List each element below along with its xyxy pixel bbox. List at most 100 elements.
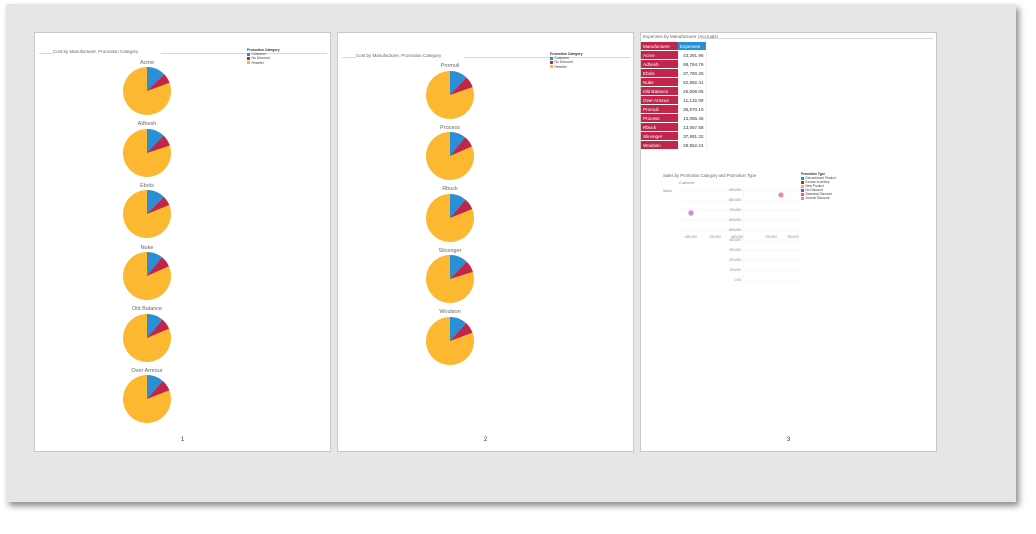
page-number: 2 [483, 437, 488, 443]
pie-slice-no-discount[interactable] [450, 77, 473, 95]
table-row[interactable]: Acme 43,291.96 [641, 50, 707, 60]
page-number: 3 [786, 437, 791, 443]
pie-slice-no-discount[interactable] [450, 137, 472, 156]
pie-slice-customer[interactable] [147, 190, 164, 214]
expenses-cell: 11,132.09 [677, 95, 707, 105]
data-point[interactable] [778, 192, 784, 198]
pie-slice-customer[interactable] [147, 129, 164, 153]
legend-item: No Discount [247, 56, 280, 60]
table-row[interactable]: Rbuck 13,057.58 [641, 122, 707, 132]
manufacturer-cell: Rbuck [641, 122, 678, 132]
legend-label: Customer [251, 52, 267, 57]
table-row[interactable]: Old Balance 25,509.06 [641, 86, 707, 96]
pie-chart[interactable] [426, 132, 474, 180]
title-rule [342, 57, 356, 58]
pie-slice-customer[interactable] [147, 67, 165, 91]
legend-swatch [801, 188, 804, 192]
pie-chart[interactable] [123, 190, 171, 238]
y-tick-label: 0.00 [735, 278, 742, 282]
pie-chart[interactable] [426, 71, 474, 119]
pie-chart[interactable] [123, 67, 171, 115]
scatter-title: Sales by Promotion Category and Promotio… [663, 173, 757, 178]
y-axis-ticks: 900,000 800,000 700,000 600,000 500,000 … [729, 188, 741, 282]
y-tick-label: 200,000 [729, 258, 741, 262]
pie-slice-customer[interactable] [450, 132, 466, 156]
column-header-expenses[interactable]: Expenses [678, 42, 706, 51]
y-tick-label: 500,000 [729, 228, 741, 232]
pie-slice-customer[interactable] [450, 255, 467, 279]
legend-label: Reseller [251, 60, 264, 65]
visual-title: Cost by Manufacturer, Promotion Category [53, 49, 139, 54]
print-preview-canvas: Cost by Manufacturer, Promotion Category… [6, 4, 1016, 502]
expenses-cell: 29,552.24 [677, 140, 707, 150]
pie-slice-no-discount[interactable] [147, 197, 170, 214]
pie-slice-customer[interactable] [147, 252, 162, 276]
pie-chart[interactable] [426, 255, 474, 303]
y-tick-label: 900,000 [729, 188, 741, 192]
legend-label: No Discount [251, 56, 270, 61]
column-header-manufacturer[interactable]: Manufacturer [641, 42, 678, 51]
report-page-2[interactable]: Cost by Manufacturer, Promotion Category… [337, 32, 634, 452]
pie-label: Slicenger [438, 248, 462, 254]
pie-chart[interactable] [123, 129, 171, 177]
pie-slice-customer[interactable] [147, 375, 163, 399]
x-axis-ticks: 650,000 700,000 650,000 700,000 750,000 [685, 235, 799, 239]
table-row[interactable]: Promuli 36,570.10 [641, 104, 707, 114]
report-page-1[interactable]: Cost by Manufacturer, Promotion Category… [34, 32, 331, 452]
table-row[interactable]: Slicenger 37,891.32 [641, 131, 707, 141]
pie-chart[interactable] [426, 317, 474, 365]
pie-label: Woulson [439, 309, 461, 315]
pie-slice-no-discount[interactable] [147, 381, 170, 399]
pie-chart[interactable] [426, 194, 474, 242]
pie-chart[interactable] [123, 314, 171, 362]
legend-item: Reseller [247, 61, 280, 65]
pie-label: Old Balance [132, 306, 162, 312]
table-row[interactable]: Process 13,055.46 [641, 113, 707, 123]
table-row[interactable]: Ebols 37,780.26 [641, 68, 707, 78]
legend-swatch [801, 180, 804, 184]
legend-label: No Discount [554, 60, 573, 65]
legend-swatch [247, 52, 250, 56]
legend-item: Customer [247, 52, 280, 56]
legend-swatch [550, 56, 553, 60]
manufacturer-cell: Adhesh [641, 59, 678, 69]
pie-slice-no-discount[interactable] [147, 319, 169, 338]
pie-slice-no-discount[interactable] [147, 135, 170, 153]
legend-label: New Product [805, 184, 824, 188]
pie-slice-customer[interactable] [450, 317, 467, 341]
pie-slice-customer[interactable] [450, 71, 467, 95]
table-row[interactable]: Nuke 52,892.41 [641, 77, 707, 87]
table-row[interactable]: Adhesh 68,764.76 [641, 59, 707, 69]
manufacturer-cell: Old Balance [641, 86, 678, 96]
y-tick-label: 400,000 [729, 238, 741, 242]
legend-item: Reseller [550, 65, 583, 69]
legend-item: No Discount [801, 188, 836, 192]
legend-title: Promotion Type [801, 172, 826, 176]
table-row[interactable]: Woulson 29,552.24 [641, 140, 707, 150]
legend-item: New Product [801, 184, 836, 188]
scatter-legend: Promotion Type Discontinued Product Exce… [801, 172, 836, 200]
pie-chart[interactable] [123, 252, 171, 300]
pie-chart[interactable] [123, 375, 171, 423]
chart-legend: Promotion Category Customer No Discount … [247, 48, 280, 65]
expenses-matrix[interactable]: Manufacturer Expenses Acme 43,291.96 Adhe… [641, 42, 707, 150]
data-point[interactable] [688, 210, 694, 216]
legend-label: Discontinued Product [805, 176, 836, 180]
pie-slice-no-discount[interactable] [147, 257, 169, 276]
pie-slice-no-discount[interactable] [450, 261, 473, 279]
legend-label: No Discount [805, 188, 823, 192]
title-rule [39, 53, 53, 54]
manufacturer-cell: Slicenger [641, 131, 678, 141]
report-page-3[interactable]: Expenses by Manufacturer (Accruals) Manu… [640, 32, 937, 452]
scatter-chart[interactable]: 900,000 800,000 700,000 600,000 500,000 … [661, 183, 801, 283]
title-rule [464, 57, 630, 58]
expenses-cell: 37,780.26 [677, 68, 707, 78]
pie-slice-customer[interactable] [450, 194, 466, 218]
table-row[interactable]: Over Armour 11,132.09 [641, 95, 707, 105]
pie-slice-no-discount[interactable] [450, 323, 473, 341]
y-tick-label: 800,000 [729, 198, 741, 202]
pie-slice-no-discount[interactable] [147, 74, 170, 91]
pie-slice-no-discount[interactable] [450, 199, 473, 218]
pie-slice-customer[interactable] [147, 314, 163, 338]
expenses-cell: 37,891.32 [677, 131, 707, 141]
